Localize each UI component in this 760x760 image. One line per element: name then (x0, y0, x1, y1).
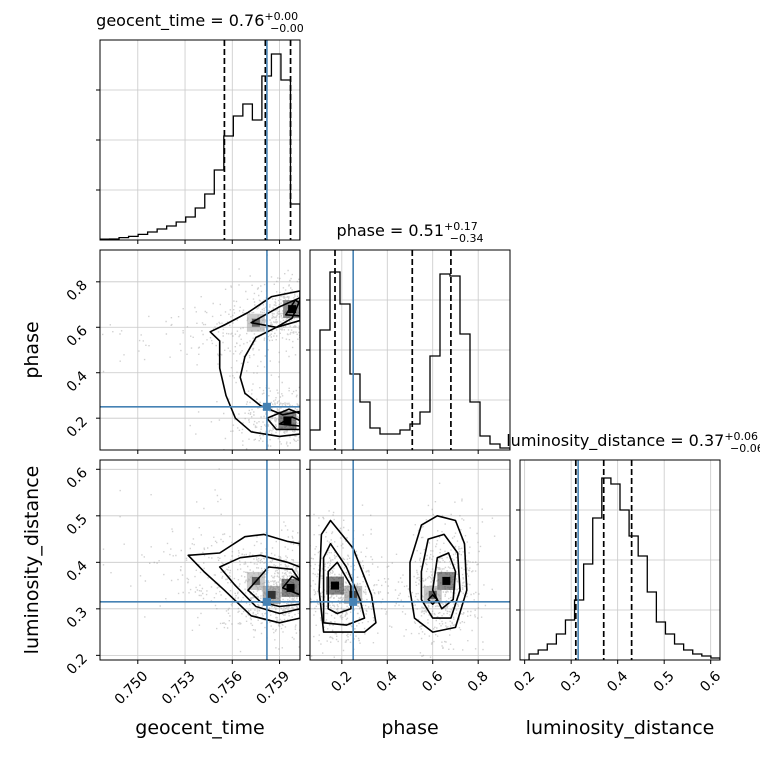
y-tick-label: 0.6 (64, 323, 91, 350)
y-tick-label: 0.6 (64, 465, 91, 492)
y-tick-label: 0.3 (64, 604, 91, 631)
panel-title-geocent_time: geocent_time = 0.76+0.00 −0.00 (96, 10, 304, 35)
hist-step-phase (310, 271, 510, 450)
x-tick-label: 0.2 (328, 668, 355, 695)
scatter-panel-geocent_time-luminosity_distance (96, 459, 301, 664)
x-axis-label-geocent_time: geocent_time (135, 717, 264, 739)
contour-line (250, 296, 300, 329)
panel-content (100, 460, 300, 660)
y-tick-label: 0.8 (64, 277, 91, 304)
truth-marker (349, 597, 358, 606)
title-upper-error: +0.17 (444, 220, 478, 233)
axes-frame (309, 249, 511, 451)
axes-frame (99, 249, 301, 451)
sample-points (102, 254, 300, 450)
title-value: geocent_time = 0.76 (96, 11, 264, 31)
y-axis-label-phase: phase (21, 321, 43, 378)
x-tick-label: 0.4 (374, 668, 401, 695)
contour-line (409, 515, 468, 633)
title-value: phase = 0.51 (337, 221, 444, 240)
y-axis-label-luminosity_distance: luminosity_distance (21, 466, 43, 655)
contour-line (187, 533, 300, 624)
x-tick-label: 0.759 (253, 668, 293, 708)
x-axis-label-luminosity_distance: luminosity_distance (526, 717, 715, 739)
panel-title-phase: phase = 0.51+0.17 −0.34 (337, 220, 484, 245)
y-tick-label: 0.4 (64, 558, 91, 585)
truth-marker (262, 597, 271, 606)
y-tick-label: 0.2 (64, 651, 91, 678)
title-lower-error: −0.06 (730, 442, 760, 455)
contour-line (420, 533, 461, 619)
density-peak (267, 590, 276, 599)
y-tick-label: 0.4 (64, 368, 91, 395)
title-upper-error: +0.00 (264, 10, 298, 23)
scatter-panel-geocent_time-phase (96, 249, 301, 454)
contour-line (431, 552, 457, 610)
title-value: luminosity_distance = 0.37 (506, 431, 724, 451)
hist-step-luminosity_distance (520, 477, 720, 660)
contour-line (318, 519, 377, 633)
hist-panel-phase: phase = 0.51+0.17 −0.34 (306, 220, 511, 454)
panel-content (310, 460, 510, 660)
x-tick-label: 0.2 (511, 668, 538, 695)
x-axis-label-phase: phase (381, 717, 438, 739)
x-tick-label: 0.8 (465, 668, 492, 695)
title-lower-error: −0.34 (450, 232, 484, 245)
hist-panel-geocent_time: geocent_time = 0.76+0.00 −0.00 (96, 10, 304, 244)
contour-line (266, 408, 300, 431)
density-peak (251, 318, 260, 327)
axes-frame (99, 39, 301, 241)
x-tick-label: 0.6 (697, 668, 724, 695)
sample-points (102, 468, 300, 653)
contour-line (218, 554, 300, 615)
x-tick-label: 0.3 (558, 668, 585, 695)
contour-line (278, 416, 300, 427)
density-peak (331, 581, 339, 590)
hist-step-geocent_time (100, 53, 300, 240)
x-tick-label: 0.6 (419, 668, 446, 695)
sample-points (310, 482, 496, 660)
title-upper-error: +0.06 (724, 430, 758, 443)
x-tick-label: 0.750 (112, 668, 152, 708)
title-lower-error: −0.00 (270, 22, 304, 35)
x-tick-label: 0.4 (604, 668, 631, 695)
panel-title-luminosity_distance: luminosity_distance = 0.37+0.06−0.06 (506, 430, 760, 455)
x-tick-label: 0.756 (206, 668, 246, 708)
contour-line (209, 290, 300, 438)
truth-marker (262, 402, 271, 411)
density-peak (286, 583, 295, 592)
axes-frame (99, 459, 301, 661)
contour-line (285, 299, 300, 317)
hist-panel-luminosity_distance: luminosity_distance = 0.37+0.06−0.06 (506, 430, 760, 664)
contour-line (281, 575, 300, 596)
panel-content (100, 250, 300, 450)
y-tick-label: 0.5 (64, 511, 91, 538)
contour-line (327, 561, 352, 615)
scatter-panel-phase-luminosity_distance (306, 459, 511, 664)
density-peak (288, 305, 297, 314)
y-tick-label: 0.2 (64, 414, 91, 441)
density-peak (442, 576, 451, 585)
x-tick-label: 0.5 (651, 668, 678, 695)
x-tick-label: 0.753 (159, 668, 199, 708)
axes-frame (309, 459, 511, 661)
axes-frame (519, 459, 721, 661)
